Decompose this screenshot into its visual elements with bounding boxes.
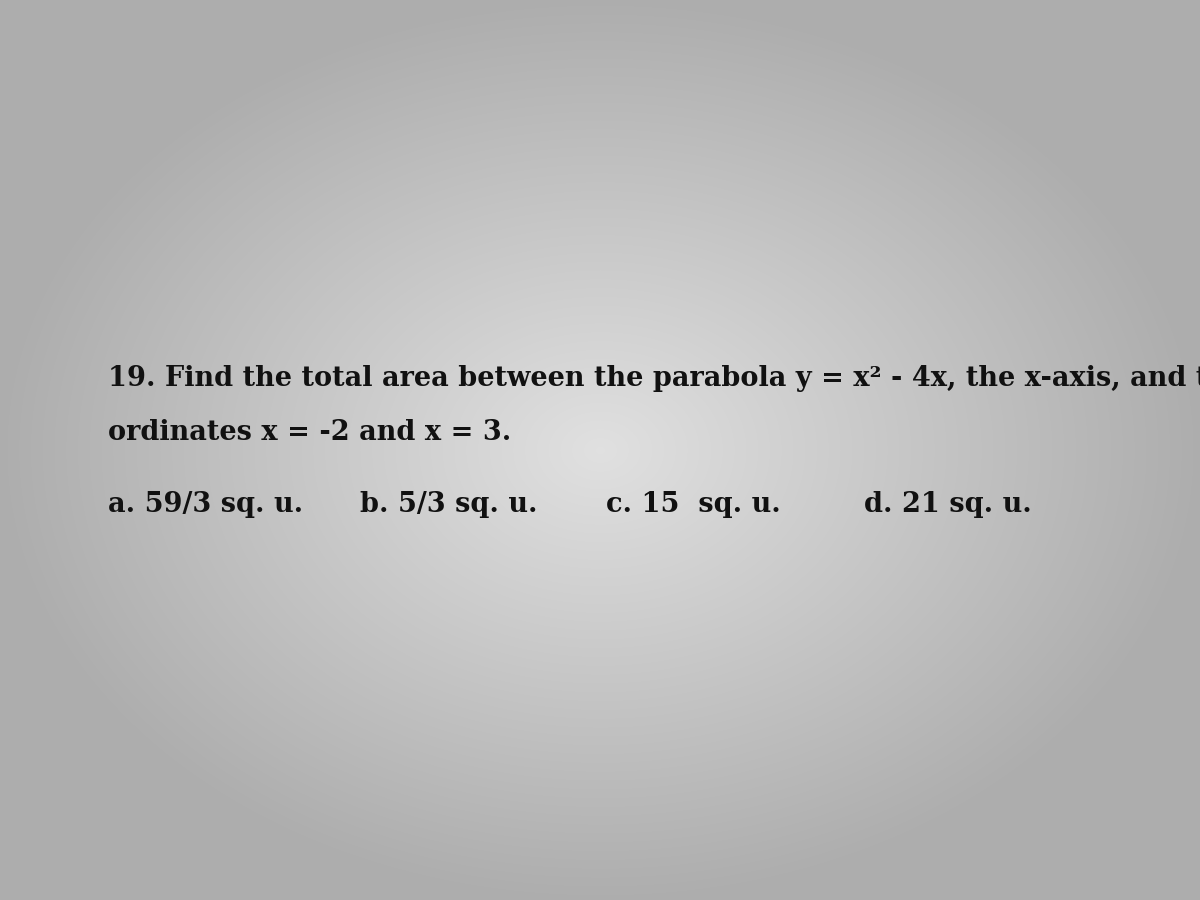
Text: d. 21 sq. u.: d. 21 sq. u. (864, 491, 1032, 518)
Text: a. 59/3 sq. u.: a. 59/3 sq. u. (108, 491, 304, 518)
Text: c. 15  sq. u.: c. 15 sq. u. (606, 491, 781, 518)
Text: 19. Find the total area between the parabola y = x² - 4x, the x-axis, and the: 19. Find the total area between the para… (108, 364, 1200, 392)
Text: ordinates x = -2 and x = 3.: ordinates x = -2 and x = 3. (108, 418, 511, 446)
Text: b. 5/3 sq. u.: b. 5/3 sq. u. (360, 491, 538, 518)
